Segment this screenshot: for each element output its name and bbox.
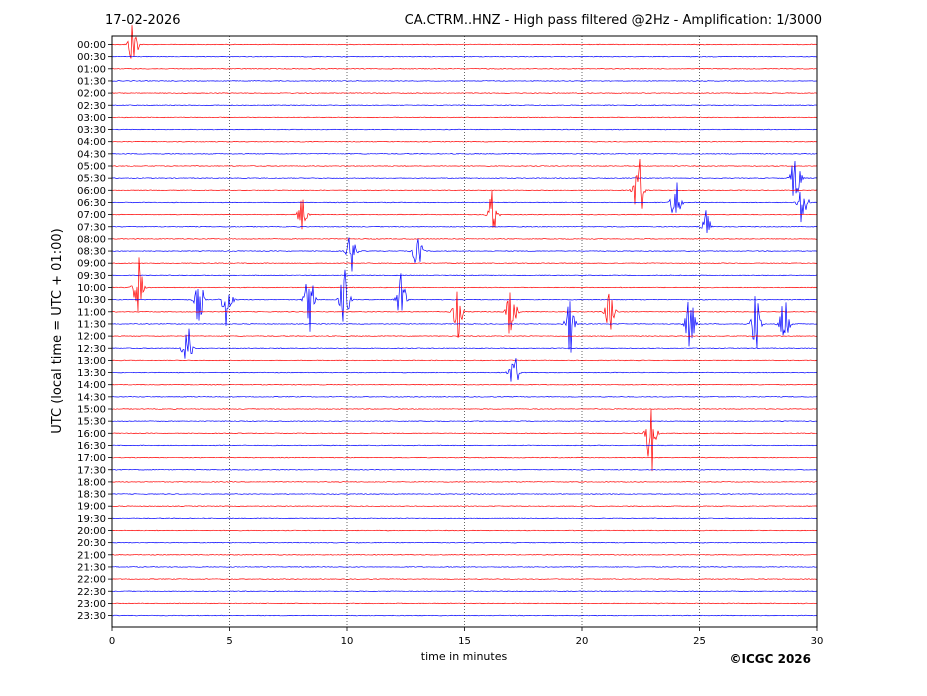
- y-tick-label: 02:00: [77, 89, 106, 100]
- y-tick-label: 16:30: [77, 441, 106, 452]
- trace-row: [111, 517, 818, 520]
- trace-row: [111, 262, 818, 265]
- trace-row: [111, 444, 818, 447]
- trace-row: [111, 493, 818, 495]
- x-tick-label: 0: [109, 636, 115, 647]
- y-tick-label: 04:30: [77, 149, 106, 160]
- y-tick-label: 01:30: [77, 76, 106, 87]
- chart-title: CA.CTRM..HNZ - High pass filtered @2Hz -…: [405, 13, 822, 28]
- trace-row: [111, 158, 818, 209]
- trace-row: [111, 554, 818, 556]
- x-tick-label: 30: [811, 636, 824, 647]
- y-tick-label: 23:30: [77, 611, 106, 622]
- y-tick-label: 23:00: [77, 599, 106, 610]
- y-tick-label: 17:00: [77, 453, 106, 464]
- copyright-label: ©ICGC 2026: [729, 652, 811, 666]
- y-tick-label: 07:30: [77, 222, 106, 233]
- x-tick-label: 20: [576, 636, 589, 647]
- y-tick-label: 00:30: [77, 52, 106, 63]
- trace-row: [111, 469, 818, 471]
- trace-row: [111, 505, 818, 507]
- x-axis-label: time in minutes: [421, 650, 508, 663]
- trace-row: [111, 210, 818, 234]
- trace-row: [111, 257, 818, 312]
- y-tick-label: 05:30: [77, 174, 106, 185]
- trace-row: [111, 274, 818, 277]
- trace-row: [111, 237, 818, 272]
- y-tick-label: 13:30: [77, 368, 106, 379]
- y-tick-label: 07:00: [77, 210, 106, 221]
- y-tick-label: 12:30: [77, 344, 106, 355]
- y-tick-label: 02:30: [77, 101, 106, 112]
- trace-row: [111, 541, 818, 544]
- y-tick-label: 04:00: [77, 137, 106, 148]
- y-tick-label: 15:00: [77, 405, 106, 416]
- trace-row: [111, 165, 818, 167]
- trace-row: [111, 190, 818, 230]
- y-tick-label: 15:30: [77, 417, 106, 428]
- x-tick-label: 5: [226, 636, 232, 647]
- y-axis-label: UTC (local time = UTC + 01:00): [50, 228, 65, 433]
- plot-frame: [111, 35, 818, 628]
- y-tick-label: 00:00: [77, 40, 106, 51]
- y-tick-label: 06:30: [77, 198, 106, 209]
- y-tick-label: 22:00: [77, 575, 106, 586]
- x-tick-label: 25: [693, 636, 706, 647]
- y-tick-label: 06:00: [77, 186, 106, 197]
- y-tick-label: 13:00: [77, 356, 106, 367]
- y-tick-label: 14:30: [77, 392, 106, 403]
- trace-row: [111, 409, 818, 472]
- x-tick-labels: 0 5 10 15 20 25 30: [109, 627, 824, 647]
- y-tick-label: 20:00: [77, 526, 106, 537]
- trace-row: [111, 269, 818, 332]
- trace-layer: [111, 25, 818, 617]
- y-tick-label: 09:00: [77, 259, 106, 270]
- y-tick-label: 16:00: [77, 429, 106, 440]
- trace-row: [111, 182, 818, 223]
- y-tick-label: 10:00: [77, 283, 106, 294]
- trace-row: [111, 238, 817, 240]
- y-tick-label: 22:30: [77, 587, 106, 598]
- y-tick-label: 21:00: [77, 550, 106, 561]
- x-tick-label: 15: [458, 636, 471, 647]
- y-tick-label: 21:30: [77, 562, 106, 573]
- trace-row: [111, 291, 818, 338]
- y-tick-label: 17:30: [77, 465, 106, 476]
- y-tick-label: 10:30: [77, 295, 106, 306]
- trace-row: [111, 420, 818, 422]
- trace-row: [111, 529, 818, 532]
- trace-row: [111, 68, 818, 70]
- date-label: 17-02-2026: [105, 13, 181, 28]
- y-tick-label: 18:30: [77, 490, 106, 501]
- y-tick-label: 11:00: [77, 307, 106, 318]
- y-tick-label: 08:00: [77, 234, 106, 245]
- y-tick-label: 09:30: [77, 271, 106, 282]
- y-tick-label: 08:30: [77, 247, 106, 258]
- trace-row: [111, 160, 818, 196]
- trace-row: [111, 55, 818, 58]
- trace-row: [111, 25, 818, 59]
- x-tick-label: 10: [341, 636, 354, 647]
- y-tick-label: 11:30: [77, 319, 106, 330]
- trace-row: [111, 456, 818, 459]
- y-tick-label: 18:00: [77, 477, 106, 488]
- y-tick-label: 03:00: [77, 113, 106, 124]
- y-tick-label: 12:00: [77, 332, 106, 343]
- y-tick-label: 19:30: [77, 514, 106, 525]
- y-tick-label: 05:00: [77, 162, 106, 173]
- y-tick-label: 14:00: [77, 380, 106, 391]
- trace-row: [111, 481, 818, 483]
- y-tick-label: 01:00: [77, 64, 106, 75]
- y-tick-label: 03:30: [77, 125, 106, 136]
- y-tick-label: 19:00: [77, 502, 106, 513]
- grid-lines: [229, 36, 700, 627]
- y-tick-label: 20:30: [77, 538, 106, 549]
- trace-row: [111, 408, 818, 410]
- trace-row: [111, 92, 818, 94]
